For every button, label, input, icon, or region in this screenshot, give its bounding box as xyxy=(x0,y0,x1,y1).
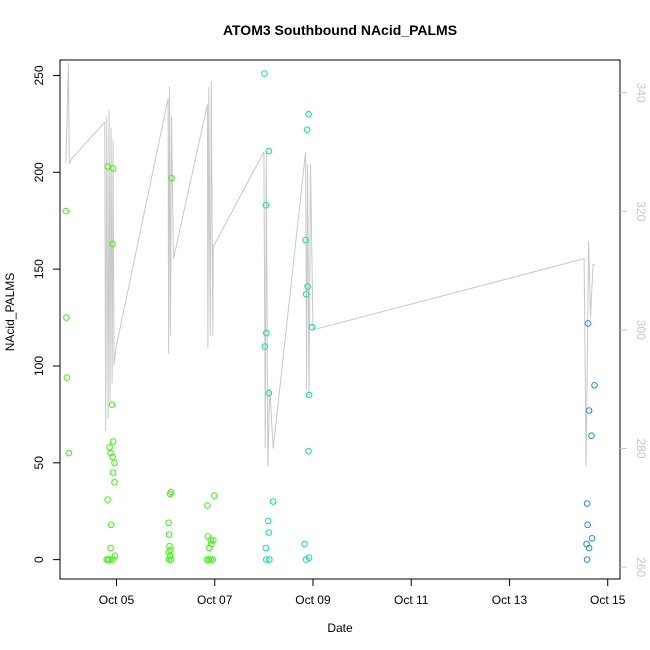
y-tick-label: 200 xyxy=(32,162,46,182)
data-point xyxy=(583,556,591,563)
x-tick-label: Oct 13 xyxy=(492,593,528,607)
data-point xyxy=(304,283,311,290)
data-point xyxy=(165,531,173,538)
data-point xyxy=(584,320,592,327)
data-point xyxy=(305,110,312,118)
data-point xyxy=(303,126,311,133)
data-point xyxy=(107,449,114,457)
y-tick-label: 0 xyxy=(32,556,46,563)
data-point xyxy=(165,548,172,556)
y-axis-label: NAcid_PALMS xyxy=(3,273,17,351)
data-point xyxy=(165,519,172,527)
data-point xyxy=(262,544,270,552)
data-point xyxy=(109,556,116,563)
data-point xyxy=(166,552,174,560)
data-point xyxy=(63,314,70,321)
data-point xyxy=(206,544,213,552)
data-point xyxy=(583,500,591,507)
data-point xyxy=(166,490,174,498)
data-point xyxy=(167,556,175,563)
data-point xyxy=(266,556,273,563)
data-point xyxy=(302,236,309,244)
data-point xyxy=(585,544,593,552)
data-point xyxy=(205,556,213,563)
data-point xyxy=(584,521,591,529)
overlay-layer xyxy=(65,62,595,467)
plot-frame xyxy=(59,59,621,580)
x-tick-label: Oct 11 xyxy=(394,593,429,607)
data-point xyxy=(107,544,114,552)
data-point xyxy=(111,478,118,486)
data-point xyxy=(65,449,73,457)
x-tick-label: Oct 09 xyxy=(295,593,331,607)
data-point xyxy=(109,438,117,445)
y-tick-label: 100 xyxy=(32,356,46,376)
data-point xyxy=(204,502,211,509)
data-point xyxy=(109,240,116,248)
data-point xyxy=(261,70,268,77)
data-point xyxy=(208,540,215,548)
data-point xyxy=(301,540,308,548)
data-point xyxy=(261,343,269,350)
data-point xyxy=(166,542,173,550)
data-point xyxy=(109,453,116,461)
data-point xyxy=(262,201,270,209)
data-point xyxy=(204,533,212,540)
data-point xyxy=(111,459,118,467)
y-tick-label: 50 xyxy=(32,456,46,470)
data-point xyxy=(305,447,312,455)
data-point xyxy=(106,556,113,563)
data-point xyxy=(591,382,598,389)
axes-layer: Oct 05 Oct 07 Oct 09 Oct 11 Oct 13 Oct 15 0 50 1… xyxy=(32,65,648,607)
y2-tick-label: 320 xyxy=(634,201,648,221)
data-point xyxy=(63,374,71,381)
data-point xyxy=(207,556,215,563)
data-point xyxy=(109,165,117,172)
data-point xyxy=(107,521,115,529)
data-point xyxy=(265,517,272,525)
data-point xyxy=(62,207,70,215)
data-point xyxy=(308,323,316,331)
data-point xyxy=(302,556,310,563)
data-point xyxy=(106,444,113,451)
data-point xyxy=(108,401,116,409)
data-point xyxy=(305,391,313,399)
x-axis-label: Date xyxy=(327,621,353,635)
data-point xyxy=(588,535,596,542)
data-point xyxy=(104,496,111,503)
data-point xyxy=(207,537,215,544)
points-layer xyxy=(62,70,598,563)
data-point xyxy=(265,529,273,536)
y-tick-label: 150 xyxy=(32,259,46,279)
x-tick-label: Oct 05 xyxy=(99,593,135,607)
y2-tick-label: 280 xyxy=(634,438,648,458)
data-point xyxy=(263,329,270,337)
data-point xyxy=(588,432,595,440)
data-point xyxy=(269,498,277,505)
y2-tick-label: 300 xyxy=(634,320,648,340)
data-point xyxy=(210,492,218,500)
chart-title: ATOM3 Southbound NAcid_PALMS xyxy=(223,22,457,38)
data-point xyxy=(265,389,273,397)
overlay-series-line xyxy=(65,62,595,467)
y2-tick-label: 340 xyxy=(634,83,648,103)
data-point xyxy=(585,407,593,414)
data-point xyxy=(109,469,117,476)
y2-tick-label: 260 xyxy=(634,557,648,577)
data-point xyxy=(168,174,175,182)
data-point xyxy=(265,147,273,155)
x-tick-label: Oct 07 xyxy=(197,593,233,607)
data-point xyxy=(104,163,111,170)
data-point xyxy=(263,556,270,563)
x-tick-label: Oct 15 xyxy=(590,593,626,607)
data-point xyxy=(209,556,217,563)
data-point xyxy=(210,537,217,544)
data-point xyxy=(165,556,173,563)
y-tick-label: 250 xyxy=(32,65,46,85)
data-point xyxy=(302,291,310,298)
